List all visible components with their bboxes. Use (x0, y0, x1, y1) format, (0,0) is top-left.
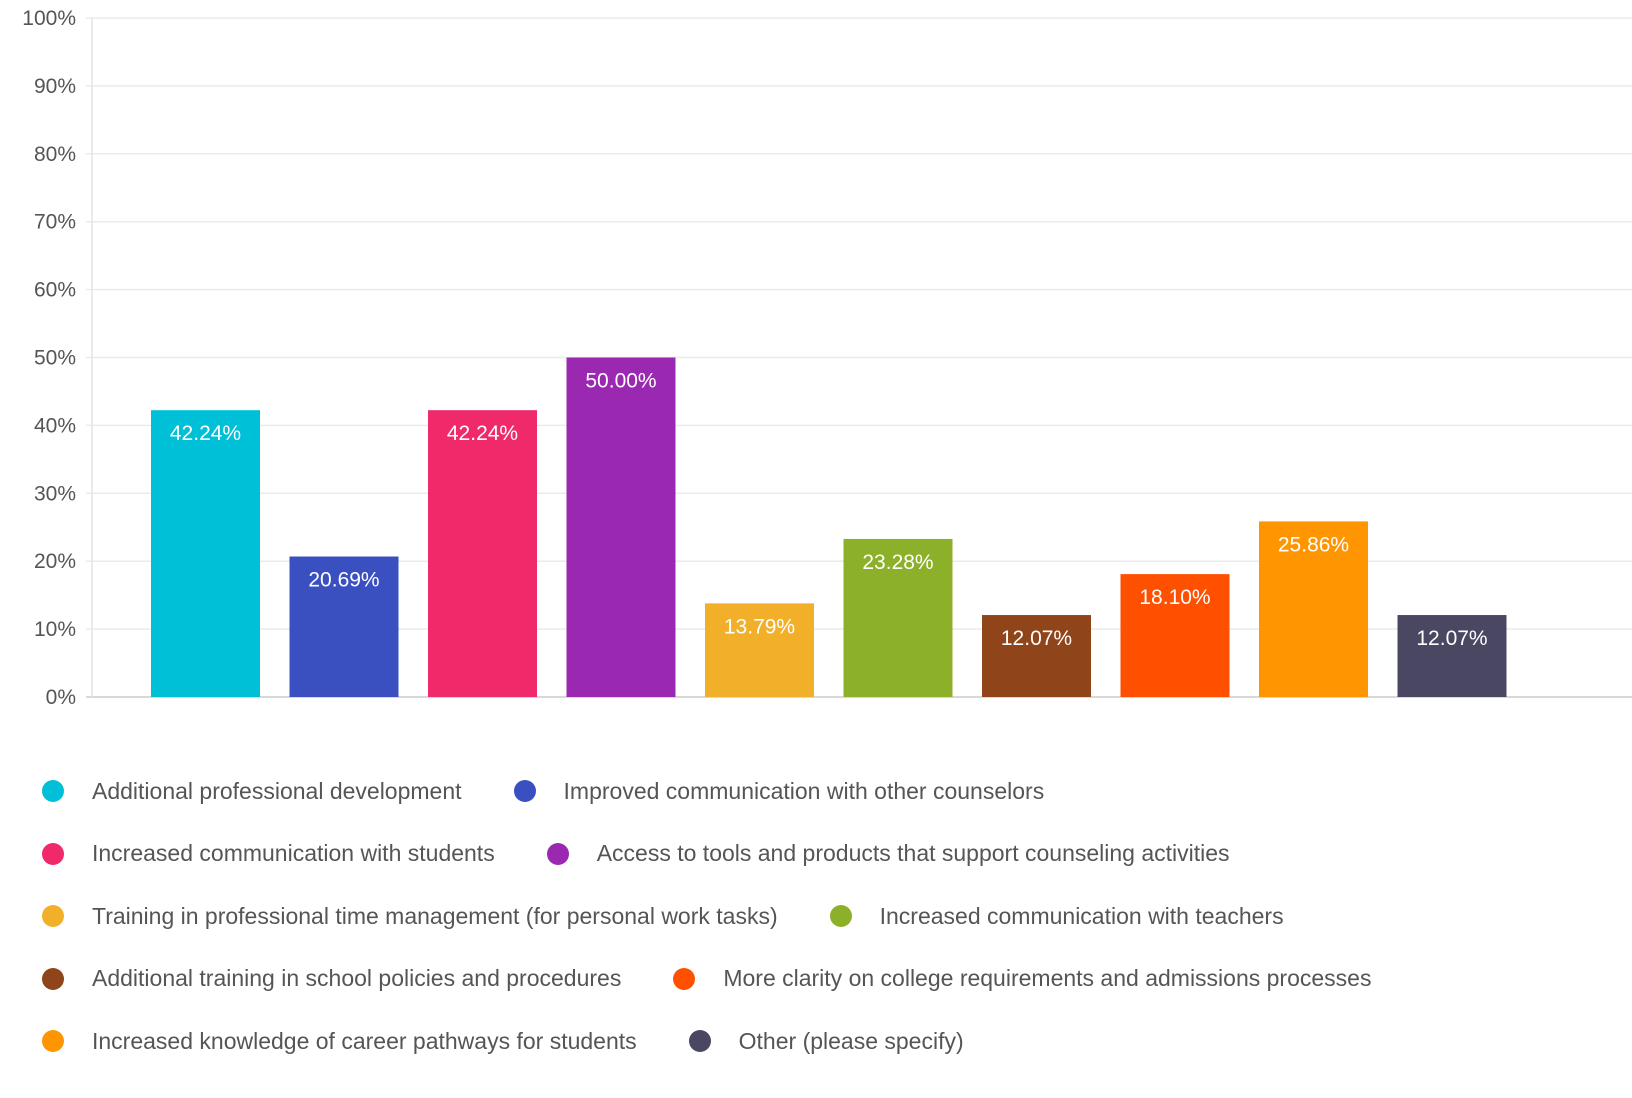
legend-label: More clarity on college requirements and… (723, 965, 1372, 992)
legend-marker-icon (42, 905, 64, 928)
bar (843, 538, 953, 697)
legend-marker-icon (513, 780, 536, 803)
bar-value-label: 23.28% (862, 551, 933, 574)
bar (151, 410, 260, 697)
bar-value-label: 25.86% (1278, 533, 1349, 556)
legend-marker-icon (546, 842, 569, 865)
legend-marker-icon (42, 1030, 64, 1053)
y-tick-label: 0% (46, 686, 76, 709)
y-tick-label: 10% (34, 618, 76, 641)
legend-row: Additional professional development Impro… (42, 760, 1602, 823)
legend-label: Additional professional development (92, 777, 462, 804)
bar (289, 556, 399, 697)
bar (1397, 615, 1507, 697)
legend-item[interactable]: Additional professional development (42, 778, 462, 805)
legend-item[interactable]: Access to tools and products that suppor… (546, 840, 1230, 867)
legend-label: Training in professional time management… (92, 902, 778, 929)
bar (982, 615, 1091, 697)
bar (1259, 521, 1368, 697)
y-tick-label: 90% (34, 75, 76, 98)
y-tick-label: 50% (34, 347, 76, 370)
legend-label: Other (please specify) (738, 1027, 964, 1054)
legend-item[interactable]: Training in professional time management… (42, 903, 778, 930)
legend-label: Additional training in school policies a… (92, 965, 622, 992)
bar-chart: 0% 10% 20% 30% 40% 50% 60% 70% 80% 90% 100% 42.24% 2… (22, 7, 1632, 709)
legend-item[interactable]: Increased communication with teachers (829, 902, 1284, 930)
bar-value-label: 20.69% (308, 569, 379, 592)
legend-marker-icon (42, 780, 64, 803)
y-tick-label: 20% (34, 550, 76, 573)
bar-value-label: 42.24% (447, 422, 518, 445)
legend-marker-icon (688, 1030, 711, 1053)
bar-value-label: 12.07% (1001, 627, 1072, 650)
bar (566, 357, 676, 697)
y-tick-label: 60% (34, 279, 76, 302)
legend-marker-icon (829, 905, 852, 928)
y-tick-label: 30% (34, 482, 76, 505)
legend-row: Additional training in school policies a… (42, 948, 1602, 1011)
bar-value-label: 50.00% (585, 370, 656, 393)
legend-item[interactable]: Additional training in school policies a… (42, 965, 621, 992)
legend-label: Improved communication with other counse… (563, 777, 1045, 804)
bar (1120, 574, 1230, 697)
y-tick-label: 80% (34, 143, 76, 166)
legend: Additional professional development Impro… (42, 760, 1602, 1073)
legend-item[interactable]: Increased communication with students (42, 840, 495, 867)
bar-value-label: 42.24% (170, 422, 241, 445)
legend-row: Training in professional time management… (42, 885, 1602, 948)
legend-item[interactable]: More clarity on college requirements and… (673, 965, 1371, 992)
bar-value-label: 12.07% (1416, 627, 1487, 650)
legend-row: Increased knowledge of career pathways f… (42, 1010, 1602, 1073)
legend-item[interactable]: Other (please specify) (688, 1027, 964, 1055)
legend-item[interactable]: Increased knowledge of career pathways f… (42, 1028, 637, 1055)
bar (428, 410, 537, 697)
legend-label: Increased knowledge of career pathways f… (92, 1027, 637, 1054)
legend-marker-icon (42, 842, 64, 865)
legend-marker-icon (42, 967, 64, 990)
y-tick-label: 100% (22, 7, 76, 30)
bar-value-label: 13.79% (724, 615, 795, 638)
y-tick-label: 70% (34, 211, 76, 234)
chart-canvas: 0% 10% 20% 30% 40% 50% 60% 70% 80% 90% 100% 42.24% 2… (22, 7, 1632, 709)
legend-label: Increased communication with teachers (879, 902, 1284, 929)
legend-label: Access to tools and products that suppor… (596, 840, 1230, 867)
legend-item[interactable]: Improved communication with other counse… (513, 777, 1045, 805)
bar (705, 603, 814, 697)
bar-value-label: 18.10% (1139, 586, 1210, 609)
y-tick-label: 40% (34, 414, 76, 437)
legend-label: Increased communication with students (92, 840, 495, 867)
legend-marker-icon (673, 967, 696, 990)
legend-row: Increased communication with students Acc… (42, 823, 1602, 886)
